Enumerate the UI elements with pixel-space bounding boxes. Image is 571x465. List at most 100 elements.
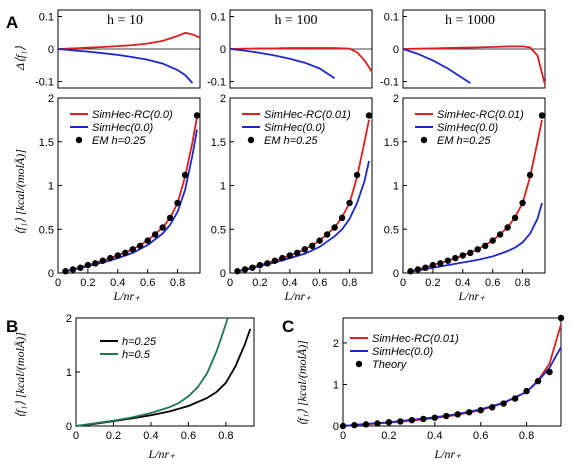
plot-a-top-h1000: -0.1 0 0.1 [380,9,546,89]
x-tick-label: 0.4 [110,277,125,289]
y-tick-label: 1 [333,379,339,391]
legend-label: SimHec(0.0) [437,122,498,134]
data-point [69,266,77,273]
x-tick-label: 0.2 [80,277,95,289]
plot-frame [342,317,562,427]
series-line-h-0-5 [75,317,229,427]
data-point [338,214,346,222]
data-point [467,249,474,257]
data-point [151,231,159,238]
x-tick-label: 0.6 [140,277,155,289]
data-point [129,246,136,253]
x-tick-label: 0.4 [282,277,297,289]
data-point [534,377,542,385]
legend-label: SimHec(0.0) [372,346,433,358]
data-point [323,231,331,238]
data-point [256,261,264,269]
data-point [385,419,393,426]
data-point [249,264,256,271]
x-tick-label: 0.8 [170,277,185,289]
data-point [444,257,452,264]
data-point [339,422,347,430]
series-line-red [57,31,201,50]
series-line-simhec-0-0- [410,202,543,273]
data-point [557,314,565,322]
y-tick-label: 0 [393,268,399,280]
data-point [519,199,526,207]
legend-marker [355,360,363,368]
series-line-simhec-0-0- [237,160,370,273]
data-point [193,112,201,119]
x-tick-label: 0 [73,430,79,442]
data-point [431,414,438,421]
data-point [77,264,84,271]
data-point [174,199,181,207]
data-point [443,412,450,420]
y-tick-label: 0 [393,44,399,56]
y-tick-label: 0 [48,268,54,280]
legend-label: SimHec(0.0) [92,122,153,134]
y-tick-label: -0.1 [380,77,399,89]
x-tick-label: 0.6 [485,277,500,289]
legend-label: h=0.25 [122,336,157,348]
data-point [408,416,416,424]
y-tick-label: 2 [333,338,339,350]
legend-marker [247,136,255,144]
panel-title-h100: h = 100 [275,13,318,28]
y-tick-label: 2 [393,93,399,105]
plot-a-top-h100: -0.1 0 0.1 [207,9,373,89]
x-axis-label-a2: L/nr₊ [283,289,312,303]
data-point [511,214,519,222]
y-tick-label: 0 [220,268,226,280]
data-point [331,224,338,231]
y-tick-label: 2 [220,93,226,105]
y-tick-label: 1.5 [384,137,399,149]
plot-a-top-h10: -0.1 0 0.1 [35,9,201,89]
x-tick-label: 0.4 [427,430,442,442]
y-tick-label: -0.1 [35,77,54,89]
y-tick-label: 1 [393,181,399,193]
x-tick-label: 0 [340,430,346,442]
x-tick-label: 0.2 [381,430,396,442]
series-line-h-0-25 [75,328,252,427]
data-point [351,421,358,429]
data-point [374,420,381,427]
series-line-blue [57,48,194,84]
legend-label: SimHec-RC(0.0) [92,109,173,121]
x-tick-label: 0.2 [425,277,440,289]
data-point [397,418,404,425]
x-axis-label-b: L/nr₊ [147,447,176,461]
data-point [353,171,361,179]
y-tick-label: 1.5 [39,137,54,149]
y-tick-label: 1 [66,367,72,379]
series-line-red [229,47,373,73]
data-point [420,415,427,423]
x-tick-label: 0.6 [473,430,488,442]
data-point [137,242,144,250]
series-line-red [402,45,546,86]
y-tick-label: 0 [48,44,54,56]
y-tick-label: 0.1 [211,12,226,24]
data-point [362,421,370,428]
x-tick-label: 0.2 [252,277,267,289]
x-axis-label-c: L/nr₊ [433,447,462,461]
legend-marker [75,136,83,144]
data-point [122,249,129,257]
data-point [234,268,241,275]
data-point [181,171,189,179]
y-axis-label-top: Δ⟨f₁⟩ [13,46,27,71]
y-tick-label: 2 [66,313,72,325]
x-tick-label: 0 [227,277,233,289]
data-point [414,266,422,273]
y-axis-label-main: ⟨f₁⟩ [kcal/(molÅ)] [13,149,27,235]
legend-label: SimHec(0.0) [264,122,325,134]
y-tick-label: 0.5 [39,224,54,236]
x-tick-label: 0.4 [143,430,158,442]
y-tick-label: 0.1 [384,12,399,24]
data-point [294,249,301,257]
y-axis-label-c: ⟨f₁⟩ [kcal/(molÅ)] [295,340,309,426]
data-point [107,254,114,262]
legend-label: Theory [372,359,408,371]
panel-label-b: B [6,317,18,336]
